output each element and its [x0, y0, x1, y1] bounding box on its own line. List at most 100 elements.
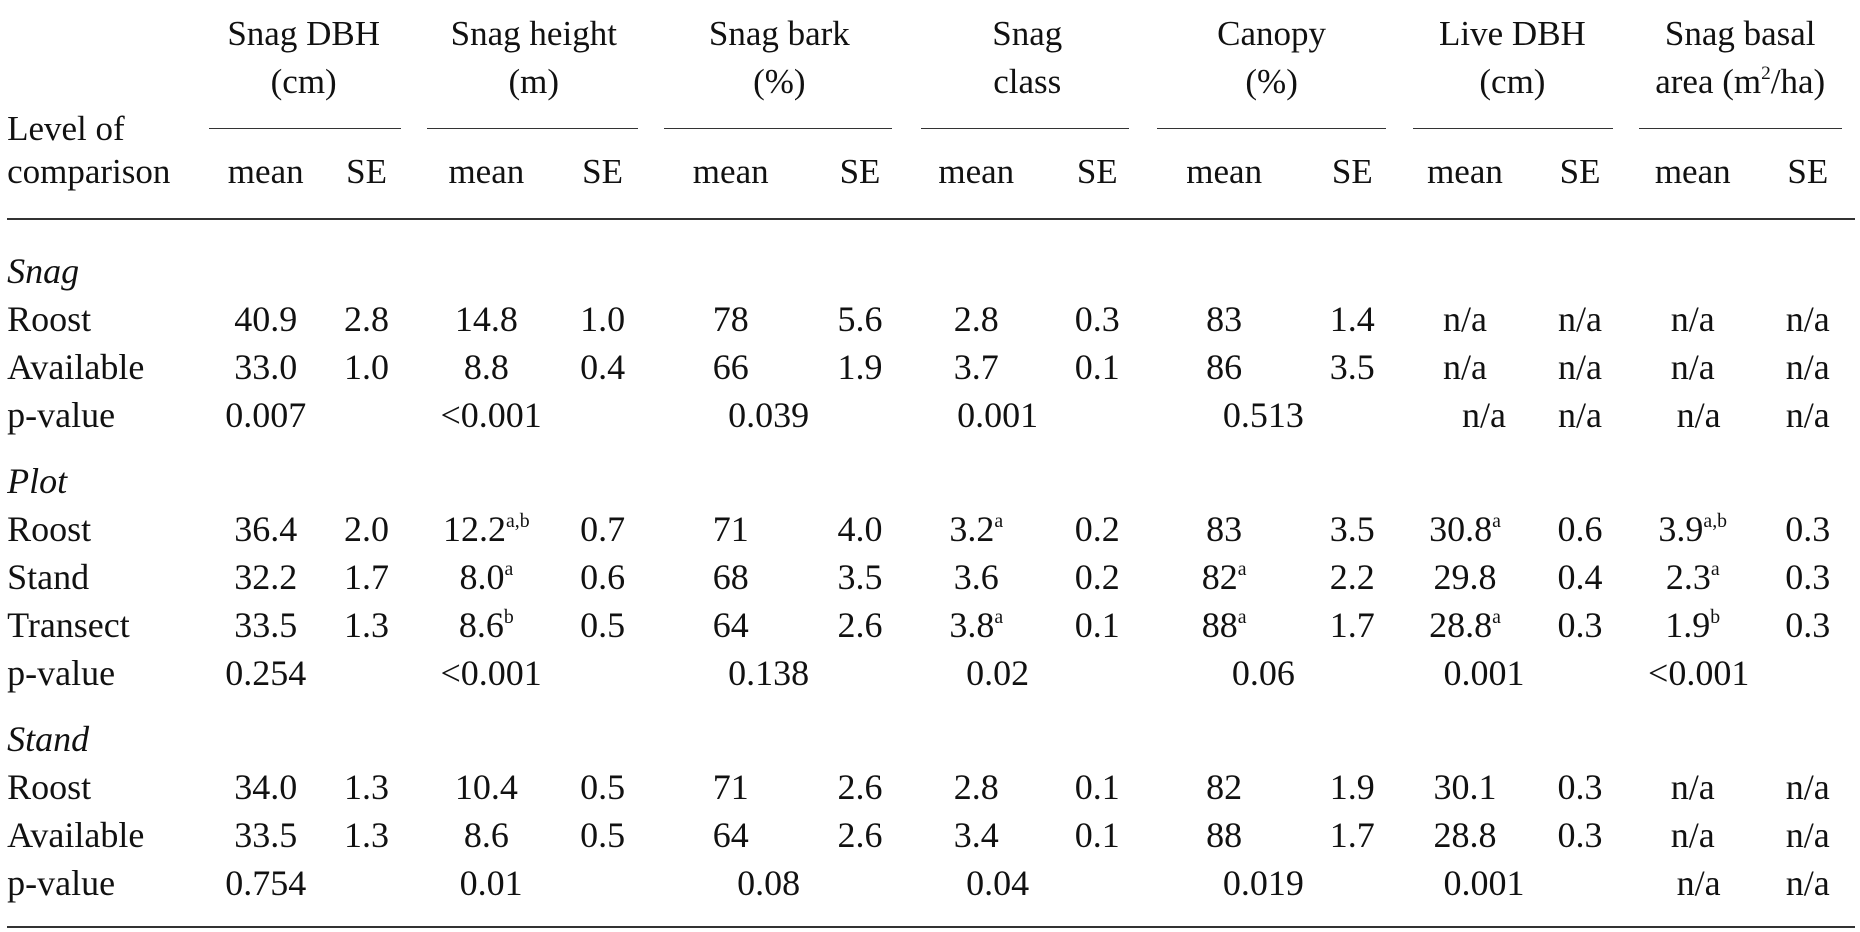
p-value-cell: <0.001	[1648, 653, 1750, 694]
significance-superscript: a	[1710, 558, 1720, 581]
column-group-unit: area (m2/ha)	[1655, 62, 1825, 108]
cell-value: 82	[1201, 557, 1238, 598]
column-group-underline	[1412, 128, 1614, 130]
significance-superscript: a	[1492, 606, 1501, 629]
mean-cell: 14.8	[454, 299, 518, 340]
section-title: Plot	[7, 461, 68, 502]
significance-superscript: b	[503, 606, 514, 629]
mean-cell: 83	[1206, 299, 1243, 340]
cell-value: 1.9	[1665, 605, 1711, 646]
mean-cell: 88	[1206, 814, 1243, 855]
se-cell: 0.3	[1557, 766, 1603, 807]
mean-cell: 29.8	[1433, 557, 1497, 598]
se-cell: 1.3	[344, 814, 390, 855]
mean-cell: 82	[1206, 766, 1243, 807]
mean-cell: 8.6b	[459, 605, 514, 651]
p-value-cell: 0.06	[1231, 653, 1295, 694]
se-cell: 0.2	[1074, 557, 1120, 598]
p-value-cell: 0.039	[728, 395, 810, 436]
se-cell: 0.4	[1557, 557, 1603, 598]
p-value-cell: n/a	[1785, 395, 1830, 436]
p-value-cell: 0.01	[459, 862, 523, 903]
section-title: Stand	[7, 718, 90, 759]
se-subheader: SE	[1559, 151, 1601, 191]
se-cell: 0.6	[1557, 509, 1603, 550]
column-group-header: Live DBH	[1439, 14, 1586, 54]
p-value-cell: n/a	[1785, 862, 1830, 903]
mean-cell: 28.8a	[1429, 605, 1501, 651]
mean-cell: 30.8a	[1429, 509, 1501, 555]
se-cell: 1.7	[1329, 605, 1375, 646]
mean-cell: 33.0	[234, 347, 298, 388]
mean-cell: 86	[1206, 347, 1243, 388]
se-cell: 3.5	[1329, 509, 1375, 550]
column-group-unit: (cm)	[1479, 61, 1546, 101]
p-value-label: p-value	[7, 395, 116, 436]
p-value-label: p-value	[7, 862, 116, 903]
mean-subheader: mean	[1186, 151, 1263, 191]
se-cell: n/a	[1558, 347, 1603, 388]
mean-cell: 2.8	[953, 299, 999, 340]
significance-superscript: a	[1492, 510, 1501, 533]
row-label: Stand	[7, 557, 90, 598]
se-subheader: SE	[839, 151, 881, 191]
column-group-unit: (%)	[1245, 61, 1298, 101]
se-cell: 2.6	[837, 605, 883, 646]
row-label-header: Level of	[7, 109, 125, 149]
p-value-cell: 0.08	[737, 862, 801, 903]
row-label: Transect	[7, 605, 130, 646]
se-cell: 1.3	[344, 766, 390, 807]
p-value-cell: n/a	[1676, 395, 1721, 436]
mean-cell: 3.9a,b	[1658, 509, 1727, 555]
se-cell: 0.3	[1557, 605, 1603, 646]
mean-cell: 3.8a	[949, 605, 1003, 651]
column-group-header: Snag basal	[1664, 14, 1816, 54]
mean-cell: 71	[712, 509, 749, 550]
row-label: Roost	[7, 509, 92, 550]
se-cell: 1.7	[344, 557, 390, 598]
row-label: Available	[7, 814, 145, 855]
se-cell: 0.1	[1074, 605, 1120, 646]
mean-cell: 3.2a	[949, 509, 1003, 555]
p-value-cell: 0.007	[225, 395, 307, 436]
cell-value: 30.8	[1429, 509, 1493, 550]
cell-value: 8.6	[458, 605, 504, 646]
se-cell: 0.3	[1785, 509, 1831, 550]
p-value-cell: n/a	[1676, 862, 1721, 903]
mean-cell: 64	[712, 814, 749, 855]
se-cell: 1.9	[1329, 766, 1375, 807]
column-group-underline	[1156, 128, 1386, 130]
se-subheader: SE	[1076, 151, 1118, 191]
se-cell: 3.5	[1329, 347, 1375, 388]
column-group-unit: (cm)	[270, 61, 337, 101]
se-cell: 0.3	[1785, 557, 1831, 598]
column-group-unit: class	[993, 61, 1062, 101]
se-cell: n/a	[1785, 347, 1830, 388]
p-value-cell: 0.754	[225, 862, 307, 903]
mean-cell: 32.2	[234, 557, 298, 598]
se-cell: 2.8	[344, 299, 390, 340]
se-cell: 0.6	[580, 557, 626, 598]
se-cell: 2.6	[837, 766, 883, 807]
mean-cell: 68	[712, 557, 749, 598]
significance-superscript: b	[1710, 606, 1721, 629]
se-subheader: SE	[1787, 151, 1829, 191]
se-cell: 1.4	[1329, 299, 1375, 340]
cell-value: 3.9	[1658, 509, 1704, 550]
cell-value: 28.8	[1429, 605, 1493, 646]
row-label: Available	[7, 347, 145, 388]
mean-cell: 12.2a,b	[443, 509, 530, 555]
mean-cell: 8.6	[463, 814, 509, 855]
mean-cell: 71	[712, 766, 749, 807]
mean-cell: 8.0a	[459, 557, 513, 603]
p-value-cell: 0.04	[966, 862, 1030, 903]
p-value-cell: n/a	[1558, 395, 1603, 436]
se-cell: n/a	[1785, 299, 1830, 340]
mean-cell: 33.5	[234, 814, 298, 855]
significance-superscript: a	[994, 606, 1004, 629]
mean-subheader: mean	[1427, 151, 1503, 191]
column-group-unit: (%)	[753, 61, 806, 101]
significance-superscript: a	[994, 510, 1004, 533]
column-group-unit: (m)	[508, 61, 560, 101]
